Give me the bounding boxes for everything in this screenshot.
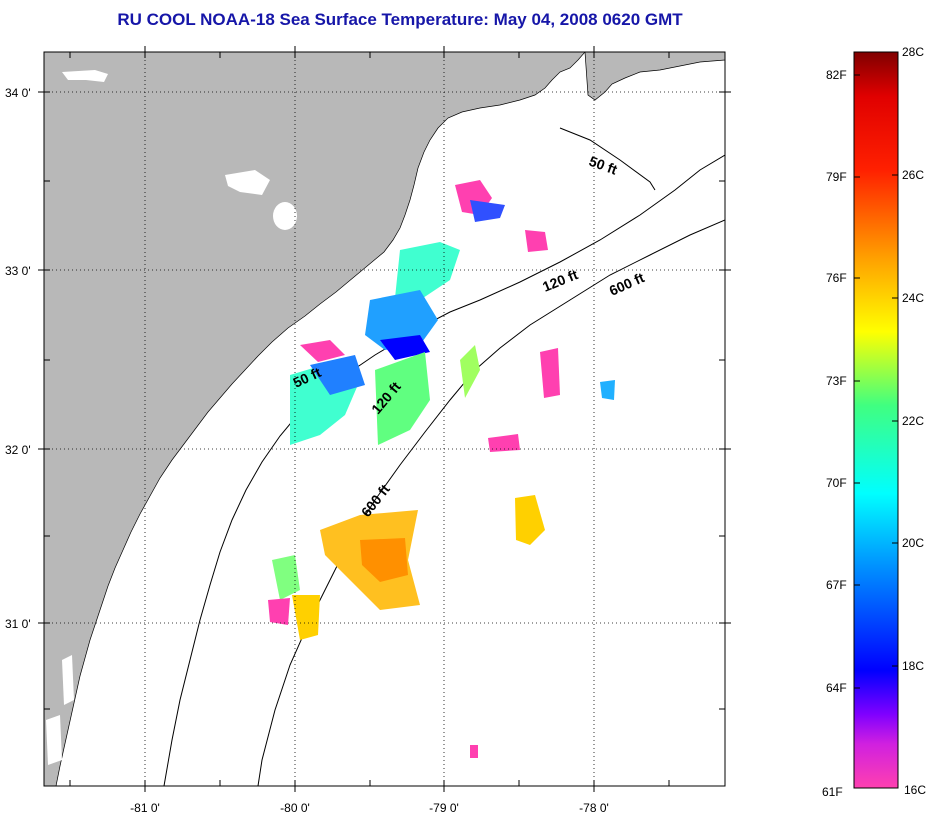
colorbar-c-26: 26C <box>902 168 924 182</box>
colorbar-c-24: 24C <box>902 291 924 305</box>
colorbar-c-18: 18C <box>902 659 924 673</box>
lon-label-81: -81 0' <box>130 801 160 815</box>
color-legend: 82F 79F 76F 73F 70F 67F 64F 61F 28C 26C … <box>800 40 936 805</box>
colorbar-f-64: 64F <box>826 681 847 695</box>
sst-patches <box>268 180 615 758</box>
colorbar-f-82: 82F <box>826 68 847 82</box>
colorbar-c-16: 16C <box>904 783 926 797</box>
colorbar-c-20: 20C <box>902 536 924 550</box>
land-area <box>44 52 586 786</box>
sst-map: 50 ft 120 ft 600 ft 50 ft 120 ft 600 ft … <box>5 46 731 815</box>
colorbar-c-28: 28C <box>902 45 924 59</box>
map-frame <box>43 51 726 787</box>
lat-label-32: 32 0' <box>5 443 31 457</box>
colorbar-f-70: 70F <box>826 476 847 490</box>
lat-label-34: 34 0' <box>5 86 31 100</box>
colorbar-f-67: 67F <box>826 578 847 592</box>
lon-label-79: -79 0' <box>429 801 459 815</box>
colorbar-gradient <box>853 51 899 789</box>
lat-label-33: 33 0' <box>5 264 31 278</box>
map-title: RU COOL NOAA-18 Sea Surface Temperature:… <box>117 10 683 29</box>
lat-label-31: 31 0' <box>5 617 31 631</box>
colorbar-f-61: 61F <box>822 785 843 799</box>
lon-label-80: -80 0' <box>280 801 310 815</box>
colorbar-f-79: 79F <box>826 170 847 184</box>
colorbar-f-76: 76F <box>826 271 847 285</box>
colorbar-c-22: 22C <box>902 414 924 428</box>
lon-label-78: -78 0' <box>579 801 609 815</box>
colorbar-f-73: 73F <box>826 374 847 388</box>
